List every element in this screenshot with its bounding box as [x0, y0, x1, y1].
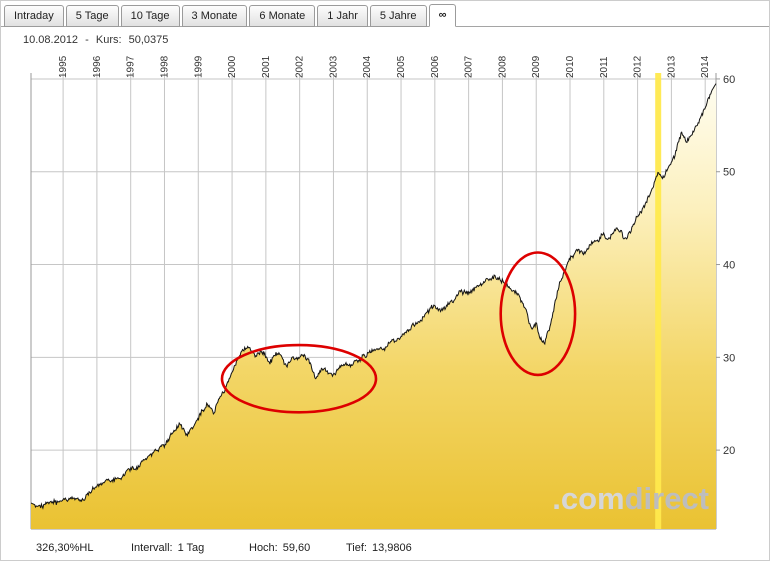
- tab-6-monate[interactable]: 6 Monate: [249, 5, 316, 27]
- x-tick-label: 2000: [227, 55, 238, 78]
- x-tick-label: 2011: [599, 56, 610, 78]
- low-label: Tief:: [346, 542, 367, 554]
- y-tick-label: 60: [723, 74, 735, 86]
- y-tick-label: 30: [723, 352, 735, 364]
- tab-max[interactable]: ∞: [428, 4, 457, 27]
- quote-info: 10.08.2012 - Kurs: 50,0375: [23, 34, 172, 46]
- kurs-value: 50,0375: [128, 34, 169, 46]
- x-tick-label: 1996: [92, 55, 103, 78]
- low-value: 13,9806: [372, 542, 412, 554]
- x-tick-label: 1995: [58, 55, 69, 78]
- x-tick-label: 2004: [362, 55, 373, 78]
- high-info: Hoch: 59,60: [249, 542, 310, 554]
- price-line: [30, 83, 717, 510]
- current-date-marker: [655, 73, 662, 529]
- annotation-ellipse: [220, 343, 378, 414]
- y-tick-label: 40: [723, 260, 735, 272]
- x-tick-label: 2014: [700, 55, 711, 78]
- period-tabbar: Intraday 5 Tage 10 Tage 3 Monate 6 Monate 1 J…: [1, 1, 769, 27]
- x-tick-label: 2010: [565, 55, 576, 78]
- x-tick-label: 2003: [328, 55, 339, 78]
- low-info: Tief: 13,9806: [346, 542, 412, 554]
- x-tick-label: 2008: [497, 55, 508, 78]
- tab-5-tage[interactable]: 5 Tage: [65, 5, 119, 27]
- x-tick-label: 2002: [295, 55, 306, 78]
- performance-value: 326,30%HL: [36, 542, 94, 554]
- x-tick-label: 2005: [396, 55, 407, 78]
- quote-separator: -: [85, 34, 89, 46]
- x-tick-label: 1997: [126, 55, 137, 78]
- tab-3-monate[interactable]: 3 Monate: [181, 5, 248, 27]
- tab-5-jahre[interactable]: 5 Jahre: [369, 5, 427, 27]
- high-value: 59,60: [282, 542, 311, 554]
- annotation-ellipse: [499, 251, 577, 377]
- interval-info: Intervall: 1 Tag: [131, 542, 204, 554]
- quote-date: 10.08.2012: [23, 34, 79, 46]
- interval-label: Intervall:: [131, 542, 173, 554]
- price-area: [31, 83, 716, 529]
- y-tick-label: 20: [723, 445, 735, 457]
- x-tick-label: 1999: [193, 55, 204, 78]
- price-chart: 1995 1996 1997 1998 1999 2000 2001 2002 2003 2004…: [30, 55, 735, 530]
- comdirect-watermark: .comdirect: [552, 481, 709, 516]
- interval-value: 1 Tag: [177, 542, 205, 554]
- x-tick-label: 2013: [666, 55, 677, 78]
- statusbar: 326,30%HL Intervall: 1 Tag Hoch: 59,60 Tie…: [1, 540, 769, 560]
- x-tick-label: 2006: [430, 55, 441, 78]
- y-tick-label: 50: [723, 167, 735, 179]
- kurs-label: Kurs:: [95, 34, 122, 46]
- x-tick-label: 2012: [633, 55, 644, 78]
- x-tick-label: 2009: [531, 55, 542, 78]
- tab-1-jahr[interactable]: 1 Jahr: [317, 5, 368, 27]
- x-tick-label: 1998: [159, 55, 170, 78]
- tab-intraday[interactable]: Intraday: [4, 5, 64, 27]
- tab-10-tage[interactable]: 10 Tage: [120, 5, 180, 27]
- high-label: Hoch:: [249, 542, 278, 554]
- x-tick-label: 2007: [464, 55, 475, 78]
- x-tick-label: 2001: [261, 55, 272, 78]
